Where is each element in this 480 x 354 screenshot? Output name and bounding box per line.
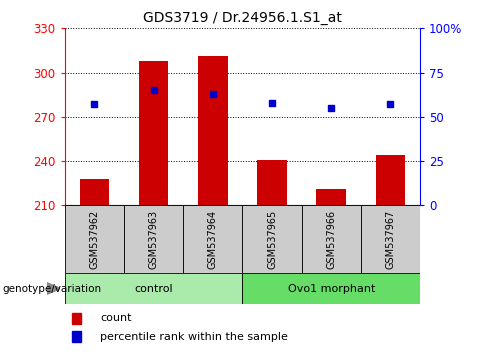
Point	[268, 100, 276, 105]
Point	[209, 91, 216, 97]
Bar	[65, 205, 124, 273]
Bar	[301, 205, 361, 273]
Bar	[376, 155, 405, 205]
Text: GSM537965: GSM537965	[267, 209, 277, 269]
Text: GSM537966: GSM537966	[326, 209, 336, 269]
Bar	[124, 205, 183, 273]
Text: GSM537962: GSM537962	[89, 209, 99, 269]
Polygon shape	[47, 283, 60, 294]
Bar	[139, 61, 168, 205]
Bar	[80, 179, 109, 205]
Bar	[72, 331, 82, 342]
Text: Ovo1 morphant: Ovo1 morphant	[288, 284, 375, 293]
Bar	[242, 205, 301, 273]
Bar	[257, 160, 287, 205]
Text: GSM537963: GSM537963	[149, 209, 158, 269]
Point	[386, 102, 394, 107]
Bar	[72, 313, 82, 324]
Text: GSM537964: GSM537964	[208, 209, 218, 269]
Bar	[198, 56, 228, 205]
Bar	[316, 189, 346, 205]
Point	[150, 87, 157, 93]
Bar	[361, 205, 420, 273]
Title: GDS3719 / Dr.24956.1.S1_at: GDS3719 / Dr.24956.1.S1_at	[143, 11, 342, 24]
Text: GSM537967: GSM537967	[385, 209, 396, 269]
Bar	[65, 273, 242, 304]
Bar	[183, 205, 242, 273]
Text: control: control	[134, 284, 173, 293]
Text: percentile rank within the sample: percentile rank within the sample	[100, 332, 288, 342]
Point	[91, 102, 98, 107]
Text: count: count	[100, 313, 132, 323]
Bar	[242, 273, 420, 304]
Point	[327, 105, 335, 111]
Text: genotype/variation: genotype/variation	[2, 284, 102, 293]
